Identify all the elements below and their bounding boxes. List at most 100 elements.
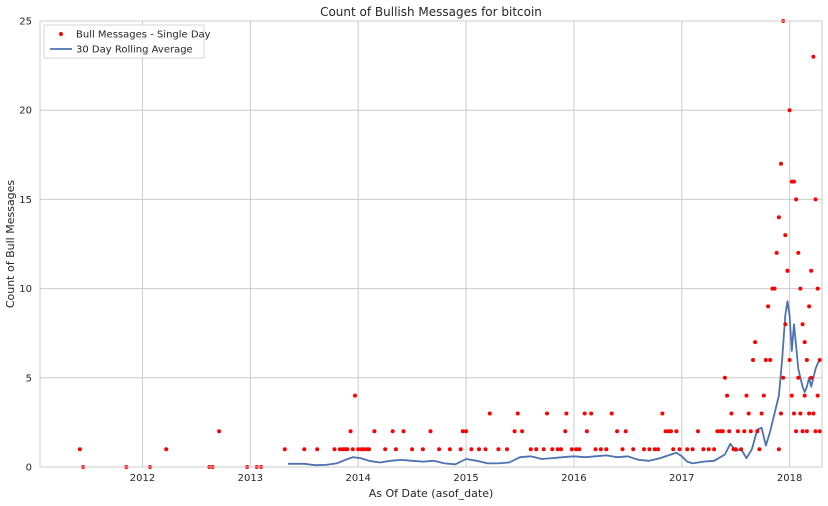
single-day-point <box>742 429 747 434</box>
single-day-point <box>545 411 549 416</box>
single-day-point <box>515 411 520 416</box>
single-day-point <box>815 286 820 291</box>
single-day-point <box>393 447 398 452</box>
single-day-point <box>802 340 807 345</box>
single-day-point <box>807 304 812 309</box>
single-day-point <box>696 429 700 434</box>
single-day-point <box>706 447 711 452</box>
single-day-point <box>564 411 569 416</box>
single-day-point <box>779 411 783 416</box>
single-day-point <box>559 447 563 452</box>
y-axis-ticks: 0 5 10 15 20 25 <box>19 17 32 474</box>
single-day-point <box>656 447 660 452</box>
single-day-point <box>671 447 676 452</box>
single-day-point <box>685 447 690 452</box>
x-axis-title: As Of Date (asof_date) <box>369 487 494 500</box>
single-day-point <box>350 447 355 452</box>
single-day-point <box>315 447 320 452</box>
single-day-point <box>779 161 783 166</box>
single-day-point <box>753 340 758 345</box>
single-day-point <box>739 447 744 452</box>
single-day-point <box>807 411 812 416</box>
single-day-point <box>663 429 668 434</box>
single-day-point <box>768 358 773 362</box>
legend-box <box>43 24 205 59</box>
plot-area <box>39 19 823 469</box>
single-day-point <box>464 429 469 434</box>
single-day-point <box>390 429 395 434</box>
single-day-point <box>477 447 481 452</box>
rolling-average-series <box>288 300 821 467</box>
single-day-point <box>783 233 788 238</box>
single-day-point <box>796 250 801 255</box>
single-day-point <box>781 375 786 380</box>
single-day-point <box>534 447 539 452</box>
single-day-point <box>677 447 682 452</box>
single-day-point <box>623 429 628 434</box>
single-day-point <box>345 447 350 452</box>
single-day-point <box>550 447 555 452</box>
single-day-point <box>763 358 768 362</box>
y-tick-label: 0 <box>26 463 32 474</box>
single-day-point <box>792 179 796 184</box>
single-day-point <box>367 447 371 452</box>
single-day-point <box>817 429 822 434</box>
single-day-point <box>410 447 415 452</box>
single-day-point <box>722 375 727 380</box>
single-day-point <box>353 393 357 398</box>
single-day-point <box>660 411 665 416</box>
single-day-point <box>727 429 732 434</box>
single-day-point <box>512 429 517 434</box>
single-day-point <box>458 447 463 452</box>
single-day-point <box>776 447 781 452</box>
single-day-point <box>744 393 749 398</box>
single-day-point <box>796 375 801 380</box>
single-day-point <box>401 429 406 434</box>
legend-label-single-day: Bull Messages - Single Day <box>76 30 211 41</box>
single-day-point <box>282 447 287 452</box>
single-day-point <box>751 358 755 362</box>
single-day-point <box>372 429 377 434</box>
x-tick-label: 2015 <box>453 473 478 484</box>
single-day-point <box>361 447 366 452</box>
single-day-point <box>620 447 625 452</box>
single-day-point <box>748 429 753 434</box>
single-day-point <box>217 429 222 434</box>
y-axis-title: Count of Bull Messages <box>4 180 17 309</box>
single-day-point <box>761 393 766 398</box>
single-day-point <box>772 286 777 291</box>
single-day-point <box>798 286 803 291</box>
chart-title: Count of Bullish Messages for bitcoin <box>320 5 542 19</box>
single-day-point <box>598 447 603 452</box>
single-day-point <box>735 429 740 434</box>
single-day-point <box>787 108 792 113</box>
single-day-point <box>804 358 809 362</box>
single-day-point <box>496 447 501 452</box>
single-day-point <box>487 411 492 416</box>
single-day-point <box>817 358 822 362</box>
single-day-point <box>759 411 764 416</box>
single-day-point <box>690 447 695 452</box>
single-day-point <box>715 429 720 434</box>
single-day-point <box>77 447 82 452</box>
single-day-point <box>469 447 474 452</box>
single-day-point <box>528 447 533 452</box>
single-day-point <box>798 411 803 416</box>
single-day-point <box>669 429 673 434</box>
single-day-point <box>800 429 805 434</box>
single-day-point <box>802 393 807 398</box>
single-day-point <box>792 411 796 416</box>
single-day-points <box>77 19 822 469</box>
x-tick-label: 2014 <box>345 473 370 484</box>
single-day-point <box>574 447 579 452</box>
single-day-point <box>701 447 706 452</box>
single-day-point <box>809 268 814 273</box>
x-tick-label: 2013 <box>238 473 263 484</box>
y-tick-label: 20 <box>19 106 32 117</box>
single-day-point <box>555 447 560 452</box>
x-tick-label: 2012 <box>130 473 155 484</box>
single-day-point <box>776 215 781 220</box>
single-day-point <box>631 447 636 452</box>
single-day-point <box>337 447 342 452</box>
